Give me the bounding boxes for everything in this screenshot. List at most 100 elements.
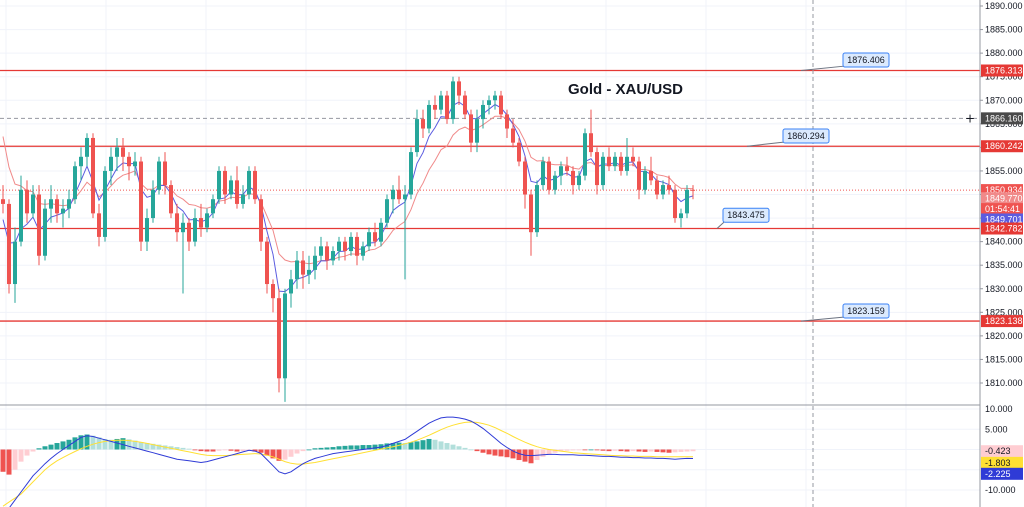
crosshair-plus-icon[interactable]: + — [965, 111, 975, 125]
candle — [19, 175, 23, 247]
macd-hist-bar — [120, 438, 126, 450]
macd-hist-bar — [300, 449, 306, 452]
price-callouts[interactable]: 1876.406 1860.294 1843.475 1823.159 — [716, 52, 890, 322]
candle — [475, 109, 479, 153]
callout-box[interactable] — [782, 128, 830, 144]
candle — [229, 175, 233, 200]
price-badge-label: 01:54:41 — [985, 204, 1020, 214]
candle — [373, 222, 377, 247]
candle-body — [565, 166, 569, 171]
candle — [289, 269, 293, 308]
price-tick-label: 1815.000 — [985, 354, 1023, 364]
candle — [463, 90, 467, 120]
macd-hist-bar — [528, 449, 534, 464]
candle — [439, 90, 443, 115]
macd-hist-bar — [6, 449, 12, 475]
macd-tick-label: 5.000 — [985, 424, 1008, 434]
macd-hist-bar — [540, 449, 546, 457]
macd-hist-bar — [426, 438, 432, 450]
candle-body — [271, 284, 275, 299]
candle-body — [85, 137, 89, 157]
macd-hist-bar — [270, 449, 276, 459]
candle-body — [133, 161, 137, 167]
candle — [469, 109, 473, 153]
callout-box[interactable] — [842, 52, 890, 68]
price-badge: 1866.160 — [981, 112, 1023, 125]
candle — [139, 156, 143, 252]
macd-hist-bar — [438, 441, 444, 450]
candle-body — [685, 189, 689, 214]
price-tick-label: 1825.000 — [985, 307, 1023, 317]
callout-box[interactable] — [842, 303, 890, 319]
macd-badge-bg — [981, 467, 1023, 480]
macd-hist-bar — [654, 449, 660, 452]
candle — [541, 156, 545, 190]
candle — [595, 147, 599, 195]
candle-body — [643, 170, 647, 190]
candle — [625, 137, 629, 176]
price-badge-bg — [981, 64, 1023, 77]
macd-hist-bar — [480, 449, 486, 453]
candle-body — [409, 152, 413, 195]
macd-hist-bar — [636, 449, 642, 452]
ma-slow-line — [2, 115, 694, 265]
macd-hist-bar — [474, 449, 480, 452]
macd-hist-bar — [342, 445, 348, 450]
candle — [217, 166, 221, 204]
candle — [115, 137, 119, 171]
macd-hist-bar — [228, 449, 234, 451]
macd-hist-bar — [102, 438, 108, 450]
callout-box[interactable] — [722, 207, 770, 223]
macd-hist-bar — [78, 435, 84, 450]
candle — [151, 180, 155, 223]
candle-body — [355, 236, 359, 256]
price-tick-label: 1880.000 — [985, 48, 1023, 58]
candle-body — [319, 246, 323, 256]
macd-hist-bar — [240, 449, 246, 452]
price-badge-label: 1842.782 — [985, 224, 1023, 234]
candle — [337, 236, 341, 261]
candle-body — [7, 203, 11, 285]
candle-body — [127, 156, 131, 167]
macd-hist-bar — [516, 449, 522, 461]
candle — [307, 255, 311, 285]
candle-body — [487, 100, 491, 105]
macd-hist-bar — [672, 449, 678, 453]
macd-hist-bar — [354, 445, 360, 450]
candle — [97, 203, 101, 247]
price-badge-label: 1876.313 — [985, 65, 1023, 75]
candle — [193, 208, 197, 247]
candle — [25, 180, 29, 223]
candle-body — [499, 95, 503, 115]
callout-connector — [800, 65, 846, 71]
macd-hist-bar — [294, 449, 300, 454]
macd-hist-bar — [372, 444, 378, 450]
macd-hist-bar — [66, 439, 72, 450]
candle — [391, 185, 395, 214]
candle — [643, 166, 647, 195]
macd-line — [9, 416, 694, 507]
candle-body — [61, 208, 65, 214]
macd-hist-bar — [330, 447, 336, 450]
candle-body — [589, 133, 593, 153]
candle-body — [559, 166, 563, 176]
candle — [667, 175, 671, 195]
macd-hist-bar — [420, 440, 426, 450]
candle-body — [73, 166, 77, 200]
candle — [265, 236, 269, 294]
candle-body — [505, 114, 509, 129]
candle-body — [145, 218, 149, 242]
macd-hist-bar — [642, 449, 648, 452]
price-badge-bg — [981, 222, 1023, 235]
candle-body — [253, 170, 257, 200]
candle — [175, 203, 179, 242]
candle — [559, 161, 563, 186]
candle — [517, 137, 521, 167]
macd-hist-bar — [648, 449, 654, 452]
price-badge-bg — [981, 112, 1023, 125]
macd-hist-bar — [288, 449, 294, 457]
macd-hist-bar — [18, 449, 24, 462]
candle-body — [379, 222, 383, 242]
candle — [631, 147, 635, 167]
